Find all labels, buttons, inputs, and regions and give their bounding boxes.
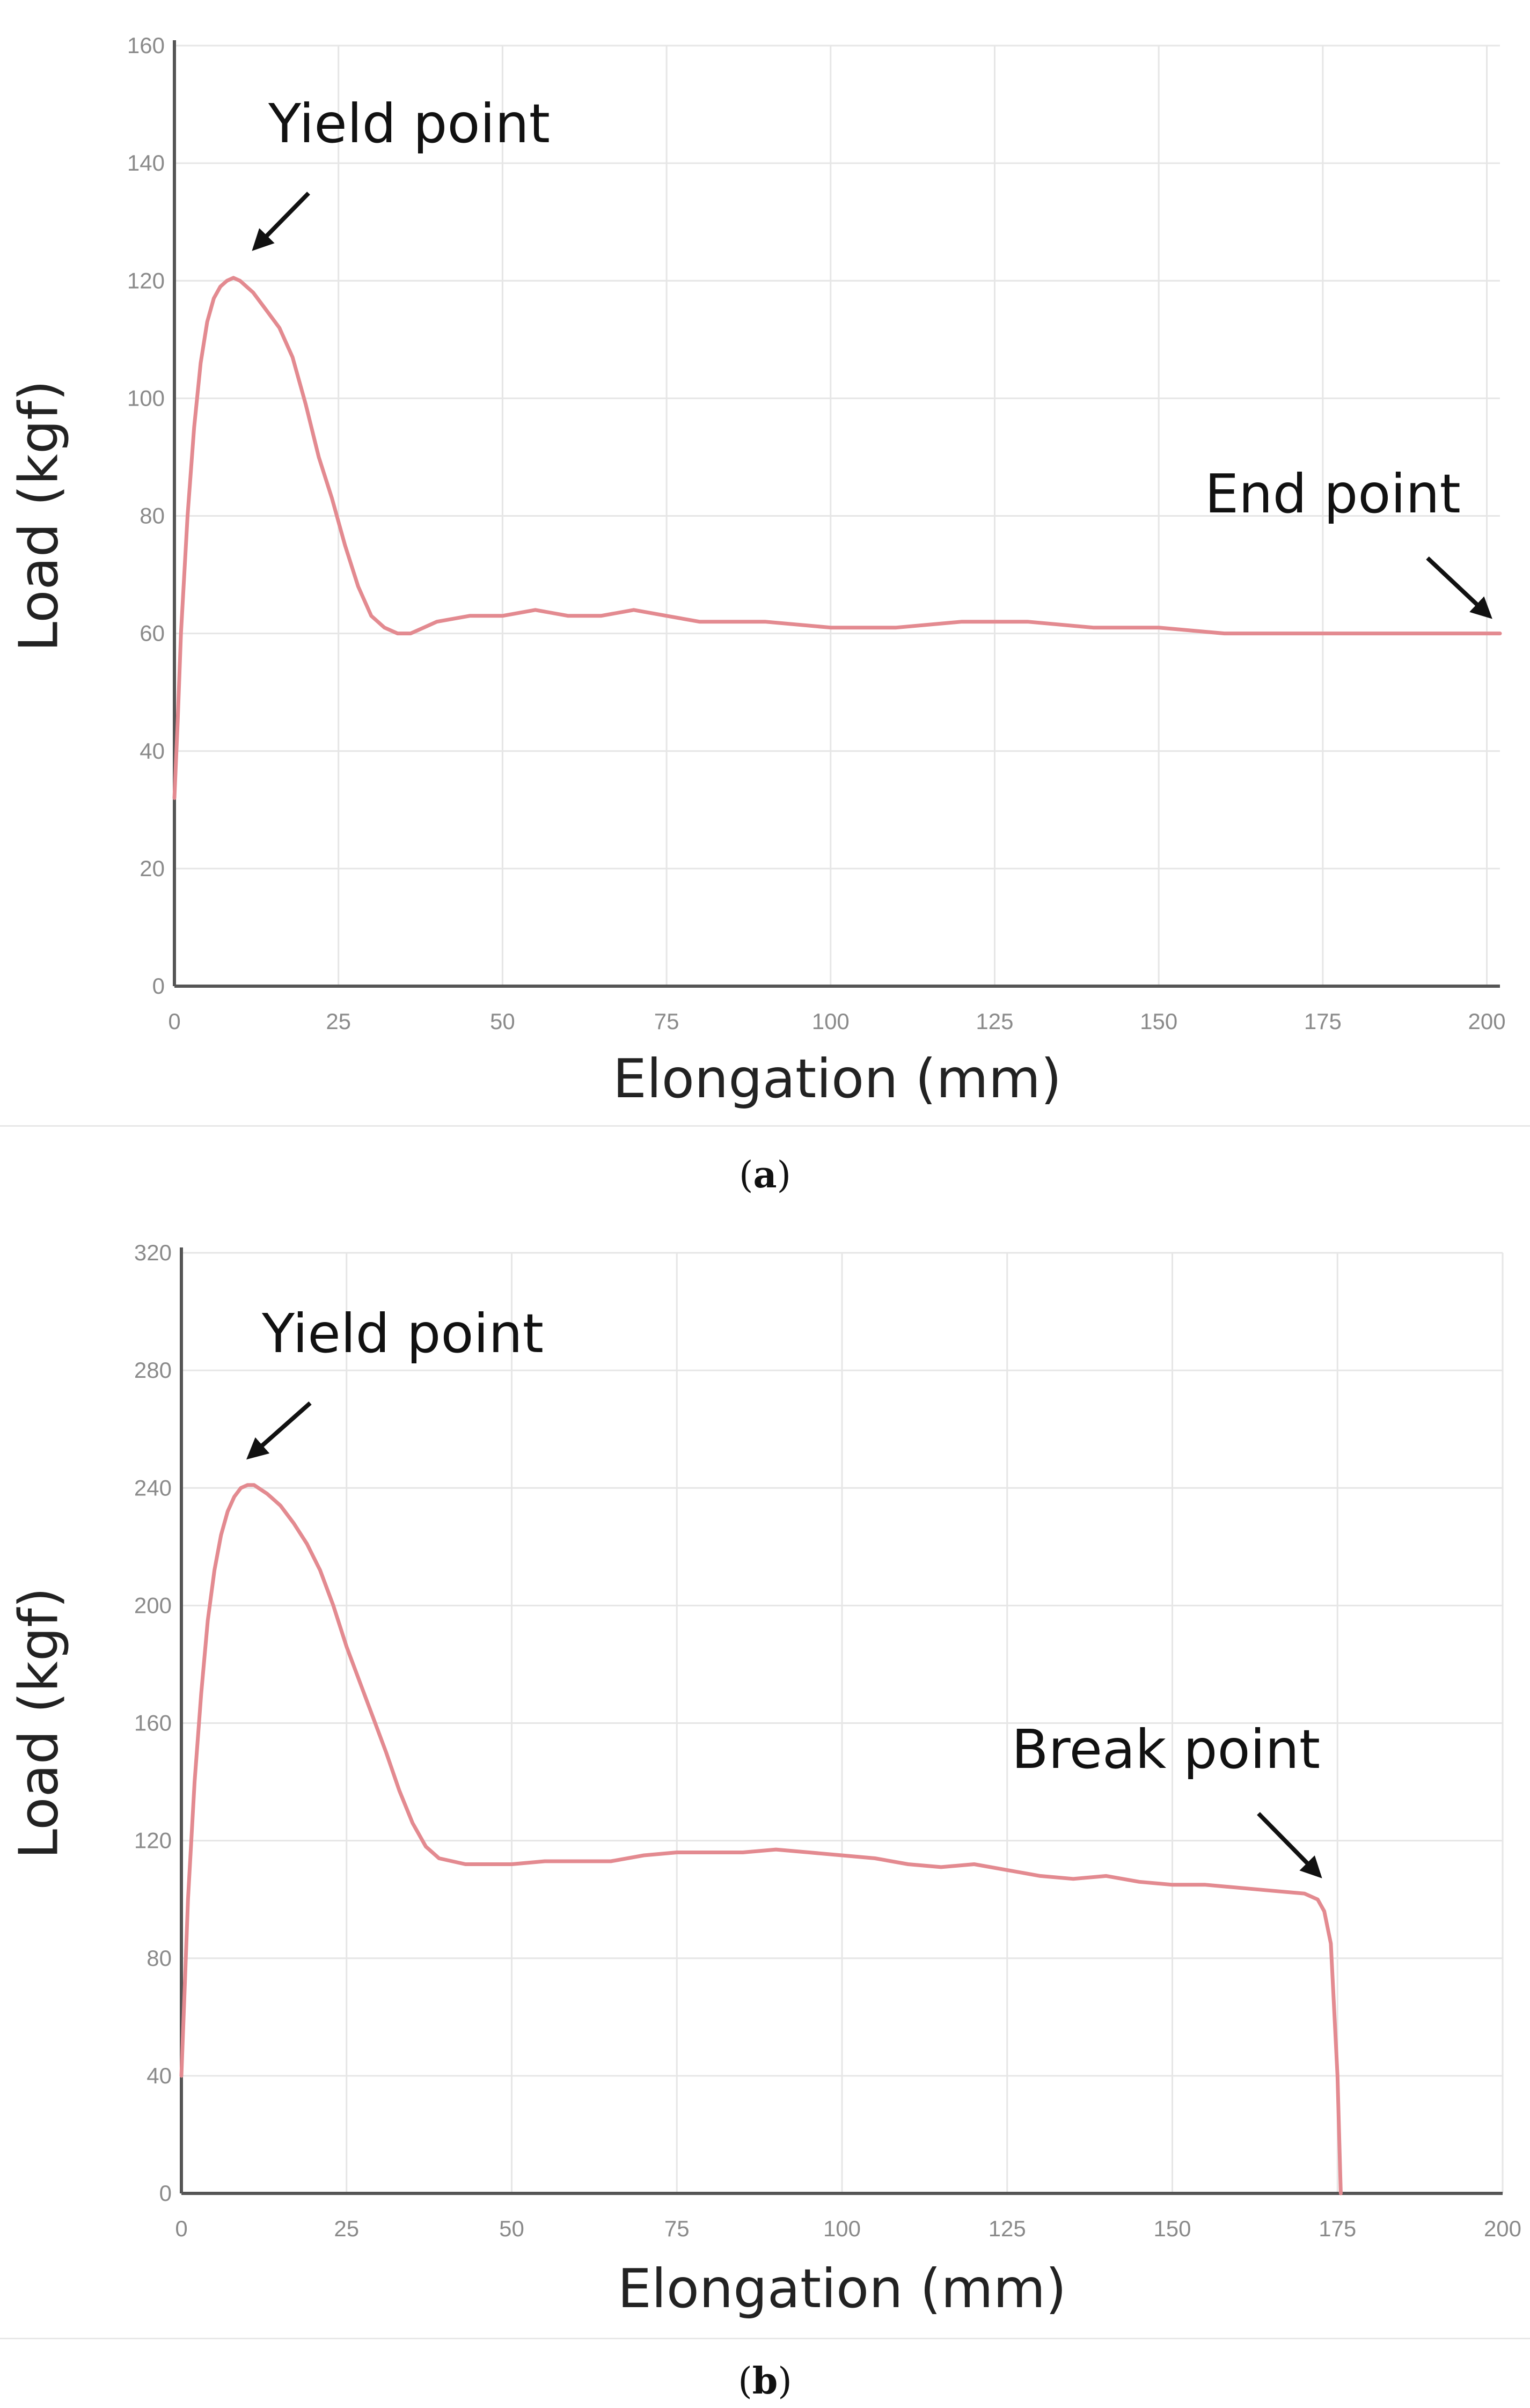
chart-b: 0 25 50 75 100 125 150 175 200 0 40 80 120 160 200 240 2… — [8, 1240, 1522, 2320]
y-tick-label: 240 — [134, 1475, 172, 1500]
x-tick-label: 200 — [1484, 2216, 1521, 2241]
x-axis-label: Elongation (mm) — [613, 1047, 1062, 1110]
y-tick-label: 320 — [134, 1240, 172, 1265]
y-tick-label: 120 — [127, 268, 165, 293]
y-tick-label: 40 — [140, 738, 165, 763]
x-tick-label: 50 — [499, 2216, 524, 2241]
series-line — [172, 276, 1502, 800]
x-axis-label: Elongation (mm) — [618, 2257, 1066, 2320]
caption-a: (a) — [738, 1154, 792, 1196]
y-axis-label: Load (kgf) — [8, 380, 70, 651]
x-tick-label: 75 — [654, 1009, 679, 1034]
x-tick-label: 25 — [326, 1009, 351, 1034]
y-tick-label: 280 — [134, 1357, 172, 1383]
panel-label-b: b — [752, 2360, 778, 2403]
chart-panel-a: 0 25 50 75 100 125 150 175 200 0 20 40 60 80 100 120 140… — [0, 0, 1530, 1127]
series-line — [179, 1483, 1343, 2196]
panel-label-a: a — [753, 1154, 777, 1196]
y-tick-label: 20 — [140, 856, 165, 881]
annotation-arrow — [246, 1401, 312, 1460]
annotation-arrow — [252, 192, 310, 251]
x-tick-label: 25 — [334, 2216, 359, 2241]
caption-b: (b) — [738, 2360, 792, 2403]
x-tick-label: 100 — [812, 1009, 850, 1034]
annotation-label: End point — [1205, 462, 1461, 525]
annotation-label: Yield point — [261, 1302, 544, 1365]
chart-a: 0 25 50 75 100 125 150 175 200 0 20 40 60 80 100 120 140… — [8, 33, 1506, 1110]
y-tick-label: 160 — [127, 33, 165, 58]
y-tick-label: 140 — [127, 150, 165, 175]
y-tick-label: 100 — [127, 385, 165, 410]
x-tick-label: 50 — [490, 1009, 515, 1034]
y-tick-label: 0 — [159, 2181, 172, 2206]
x-tick-label: 0 — [175, 2216, 187, 2241]
annotation-arrow — [1257, 1812, 1322, 1878]
y-tick-label: 200 — [134, 1592, 172, 1618]
x-tick-label: 125 — [989, 2216, 1026, 2241]
x-tick-label: 175 — [1304, 1009, 1342, 1034]
panel-frame — [0, 0, 1530, 1127]
x-tick-label: 200 — [1468, 1009, 1506, 1034]
x-tick-label: 150 — [1153, 2216, 1191, 2241]
x-tick-label: 75 — [664, 2216, 690, 2241]
annotation-label: Break point — [1012, 1718, 1320, 1781]
x-tick-label: 175 — [1319, 2216, 1356, 2241]
y-tick-label: 80 — [147, 1946, 172, 1971]
annotation-arrow — [1426, 556, 1492, 619]
y-axis-label: Load (kgf) — [8, 1587, 70, 1859]
x-tick-label: 0 — [168, 1009, 180, 1034]
y-tick-label: 120 — [134, 1828, 172, 1853]
chart-panel-b: 0 25 50 75 100 125 150 175 200 0 40 80 120 160 200 240 2… — [0, 1207, 1530, 2339]
panel-frame — [0, 1207, 1530, 2339]
x-tick-label: 125 — [976, 1009, 1013, 1034]
y-tick-label: 60 — [140, 621, 165, 646]
y-tick-label: 80 — [140, 503, 165, 528]
y-tick-label: 40 — [147, 2063, 172, 2088]
y-tick-label: 160 — [134, 1710, 172, 1736]
x-tick-label: 150 — [1140, 1009, 1177, 1034]
x-tick-label: 100 — [823, 2216, 861, 2241]
y-tick-label: 0 — [152, 973, 165, 999]
annotation-label: Yield point — [268, 92, 550, 155]
